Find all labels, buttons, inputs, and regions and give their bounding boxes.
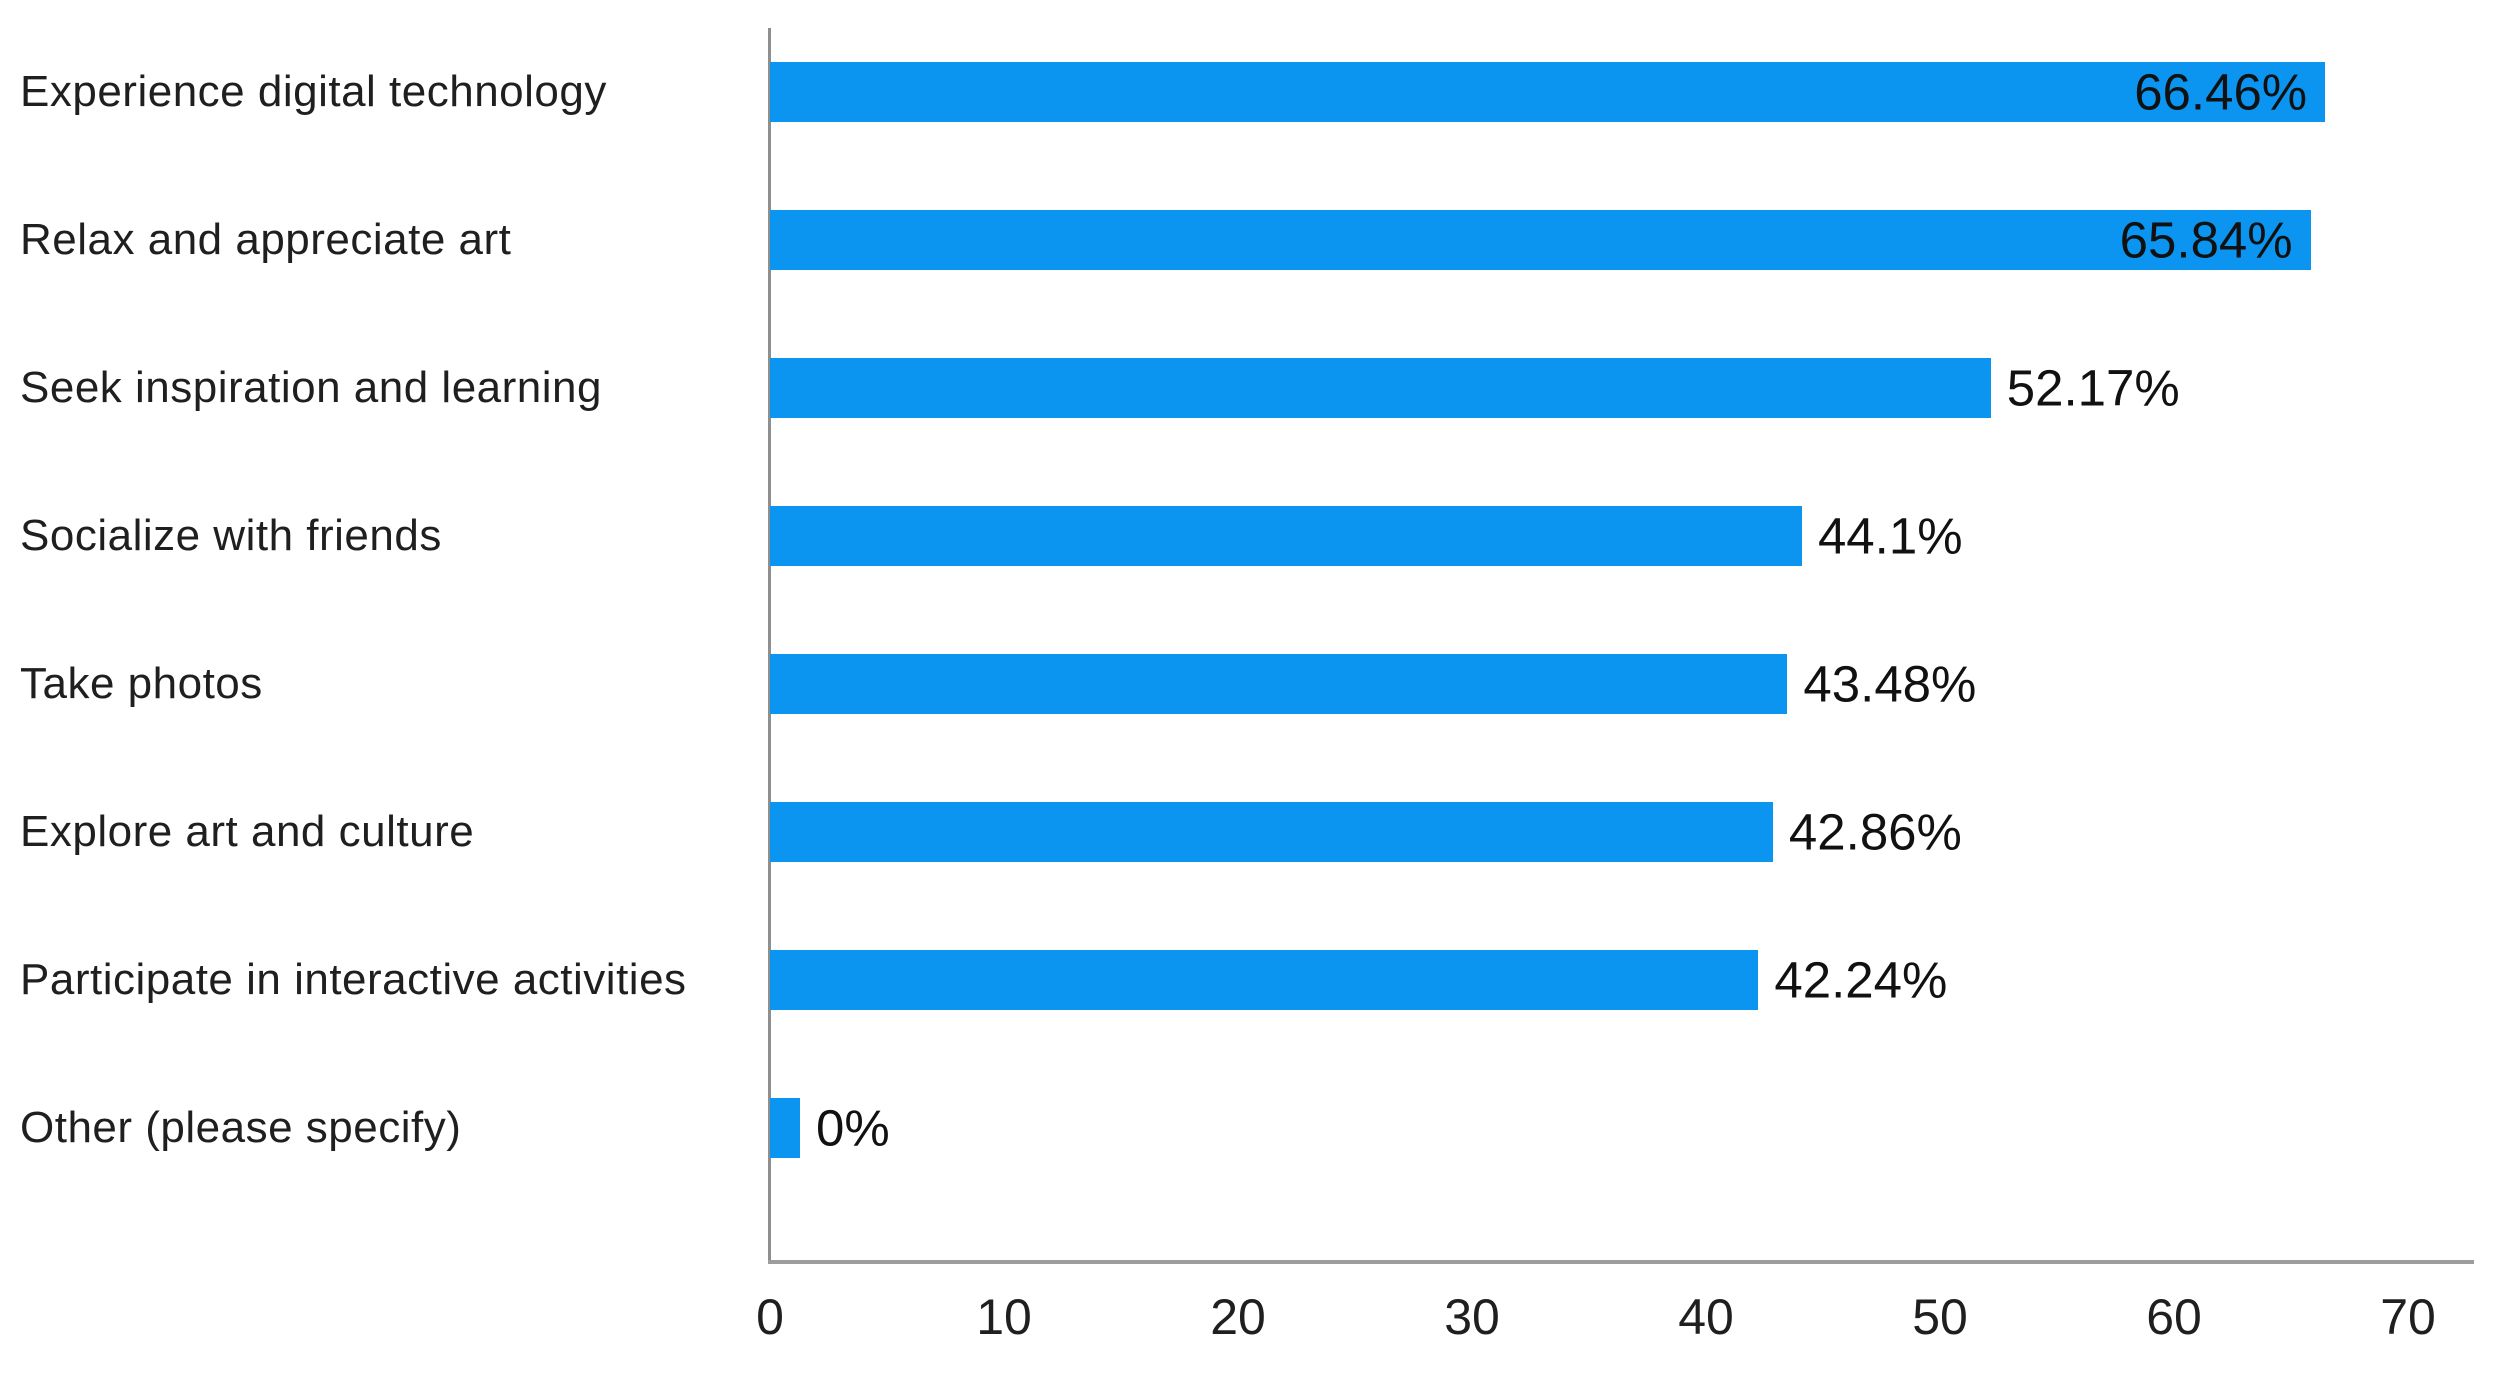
category-label: Relax and appreciate art [20,215,512,264]
x-tick-label: 50 [1912,1289,1968,1345]
bar [770,506,1802,566]
bar [770,1098,800,1158]
category-label: Socialize with friends [20,511,442,560]
category-label: Explore art and culture [20,807,475,856]
bar [770,62,2326,122]
x-tick-label: 10 [976,1289,1032,1345]
value-label: 43.48% [1803,655,1977,713]
x-tick-label: 40 [1678,1289,1734,1345]
x-tick-label: 30 [1444,1289,1500,1345]
x-tick-label: 0 [756,1289,784,1345]
category-label: Take photos [20,659,263,708]
value-label: 52.17% [2006,359,2180,417]
y-axis-line [768,28,771,1264]
x-tick-label: 70 [2380,1289,2436,1345]
bar [770,210,2311,270]
value-label: 66.46% [2134,63,2308,121]
value-label: 42.24% [1774,951,1948,1009]
bar [770,950,1759,1010]
bar [770,802,1773,862]
x-tick-label: 60 [2146,1289,2202,1345]
value-label: 42.86% [1788,803,1962,861]
value-label: 0% [816,1099,890,1157]
category-label: Other (please specify) [20,1103,462,1152]
bar [770,654,1788,714]
x-tick-label: 20 [1210,1289,1266,1345]
category-label: Participate in interactive activities [20,955,687,1004]
category-label: Seek inspiration and learning [20,363,602,412]
category-label: Experience digital technology [20,67,607,116]
bar [770,358,1991,418]
value-label: 65.84% [2119,211,2293,269]
x-axis-line [768,1260,2474,1264]
value-label: 44.1% [1817,507,1963,565]
